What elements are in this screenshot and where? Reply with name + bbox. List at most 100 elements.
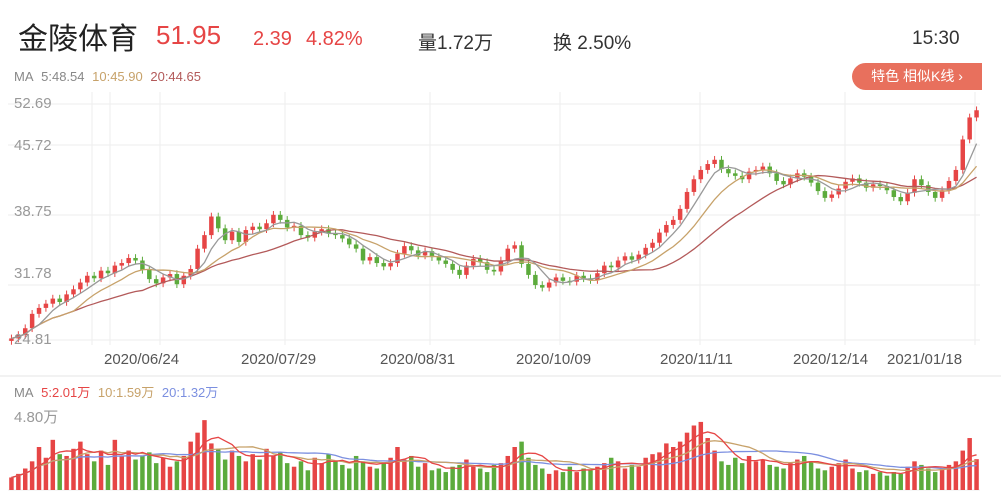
- price-ma20: 20:44.65: [150, 69, 201, 84]
- y-tick-label: 45.72: [14, 137, 52, 154]
- volume-bar: [850, 468, 855, 490]
- candle-body: [153, 279, 159, 284]
- candle-body: [719, 159, 724, 170]
- volume-bar: [870, 473, 876, 490]
- volume-bar: [553, 470, 559, 490]
- volume-bar: [126, 450, 131, 490]
- volume-bar: [760, 459, 766, 490]
- volume-bar: [712, 450, 717, 490]
- x-tick-label: 2020/11/11: [660, 351, 733, 368]
- candle-body: [50, 298, 56, 304]
- volume-bar: [636, 466, 642, 490]
- volume-bar: [808, 461, 814, 490]
- candle-body: [512, 245, 517, 249]
- volume-bar: [602, 463, 607, 490]
- volume-bar: [326, 454, 331, 490]
- volume-bar: [484, 472, 490, 490]
- volume-bar: [946, 464, 952, 490]
- volume-bar: [291, 466, 297, 490]
- candle-body: [595, 273, 600, 280]
- volume-bar: [257, 459, 262, 490]
- candle-body: [533, 274, 538, 286]
- candle-body: [560, 277, 566, 281]
- candle-body: [126, 257, 131, 264]
- candle-body: [353, 244, 359, 249]
- volume-bar: [340, 464, 345, 490]
- candle-body: [147, 269, 152, 280]
- volume-bar: [29, 461, 35, 490]
- volume-bar: [36, 447, 42, 490]
- volume-bar: [105, 464, 111, 490]
- volume-bar: [560, 472, 566, 490]
- volume-bar: [312, 457, 318, 490]
- candle-body: [346, 238, 352, 245]
- volume-bar: [698, 421, 704, 490]
- volume-bar: [533, 464, 538, 490]
- volume-bar: [181, 455, 187, 490]
- price-ma-legend: MA 5:48.54 10:45.90 20:44.65: [14, 69, 205, 84]
- price-change: 2.39: [253, 28, 292, 50]
- candle-body: [781, 180, 786, 185]
- volume-ma10-line: [11, 440, 977, 479]
- candle-body: [477, 258, 483, 263]
- candle-body: [250, 226, 255, 231]
- volume-bar: [381, 463, 386, 490]
- candle-body: [133, 257, 138, 261]
- volume-bar: [319, 463, 324, 490]
- candle-body: [788, 178, 793, 185]
- candle-body: [457, 269, 462, 275]
- volume-bar: [498, 463, 504, 490]
- candle-body: [471, 258, 476, 266]
- volume-bar: [16, 473, 21, 490]
- volume-bar: [815, 468, 821, 490]
- y-tick-label: 38.75: [14, 203, 52, 220]
- volume-axis-label: 4.80万: [14, 409, 59, 426]
- candle-body: [333, 233, 338, 236]
- volume-bar: [615, 461, 621, 490]
- volume-bar: [147, 452, 152, 490]
- volume-bar: [374, 468, 380, 490]
- volume-bar: [271, 455, 276, 490]
- candle-body: [57, 298, 62, 302]
- candle-body: [602, 265, 607, 274]
- candle-body: [939, 190, 945, 198]
- candle-body: [140, 260, 145, 270]
- candle-body: [953, 169, 959, 181]
- volume-bar: [22, 468, 28, 490]
- candle-body: [395, 253, 400, 264]
- volume-bar: [98, 450, 104, 490]
- volume-bar: [264, 448, 269, 490]
- volume-bar: [119, 455, 124, 490]
- volume-bar: [519, 441, 524, 490]
- price-ma5-line: [11, 143, 978, 340]
- candle-body: [188, 268, 193, 276]
- candle-body: [698, 169, 704, 180]
- candle-body: [202, 235, 207, 249]
- volume-bar: [153, 463, 159, 490]
- candle-body: [443, 260, 448, 264]
- volume-bar: [167, 466, 173, 490]
- similar-kline-button[interactable]: 特色 相似K线 ›: [852, 63, 982, 90]
- price-ma20-line: [11, 174, 977, 340]
- volume-bar: [650, 454, 655, 490]
- volume-bar: [305, 470, 311, 490]
- candle-body: [657, 232, 662, 243]
- candle-body: [436, 257, 442, 261]
- volume-bar: [540, 468, 545, 490]
- candle-body: [726, 169, 731, 174]
- candle-body: [581, 275, 586, 279]
- volume-bar: [491, 464, 497, 490]
- candle-body: [664, 224, 669, 233]
- candle-body: [422, 251, 428, 256]
- candle-body: [298, 225, 304, 236]
- candle-body: [877, 184, 883, 187]
- volume-bar: [388, 457, 393, 490]
- volume-bar: [133, 459, 138, 490]
- volume-bar: [436, 468, 442, 490]
- candle-body: [629, 256, 635, 260]
- candle-body: [705, 164, 710, 170]
- volume-bar: [857, 472, 862, 490]
- candle-body: [64, 294, 69, 302]
- candle-body: [167, 274, 173, 278]
